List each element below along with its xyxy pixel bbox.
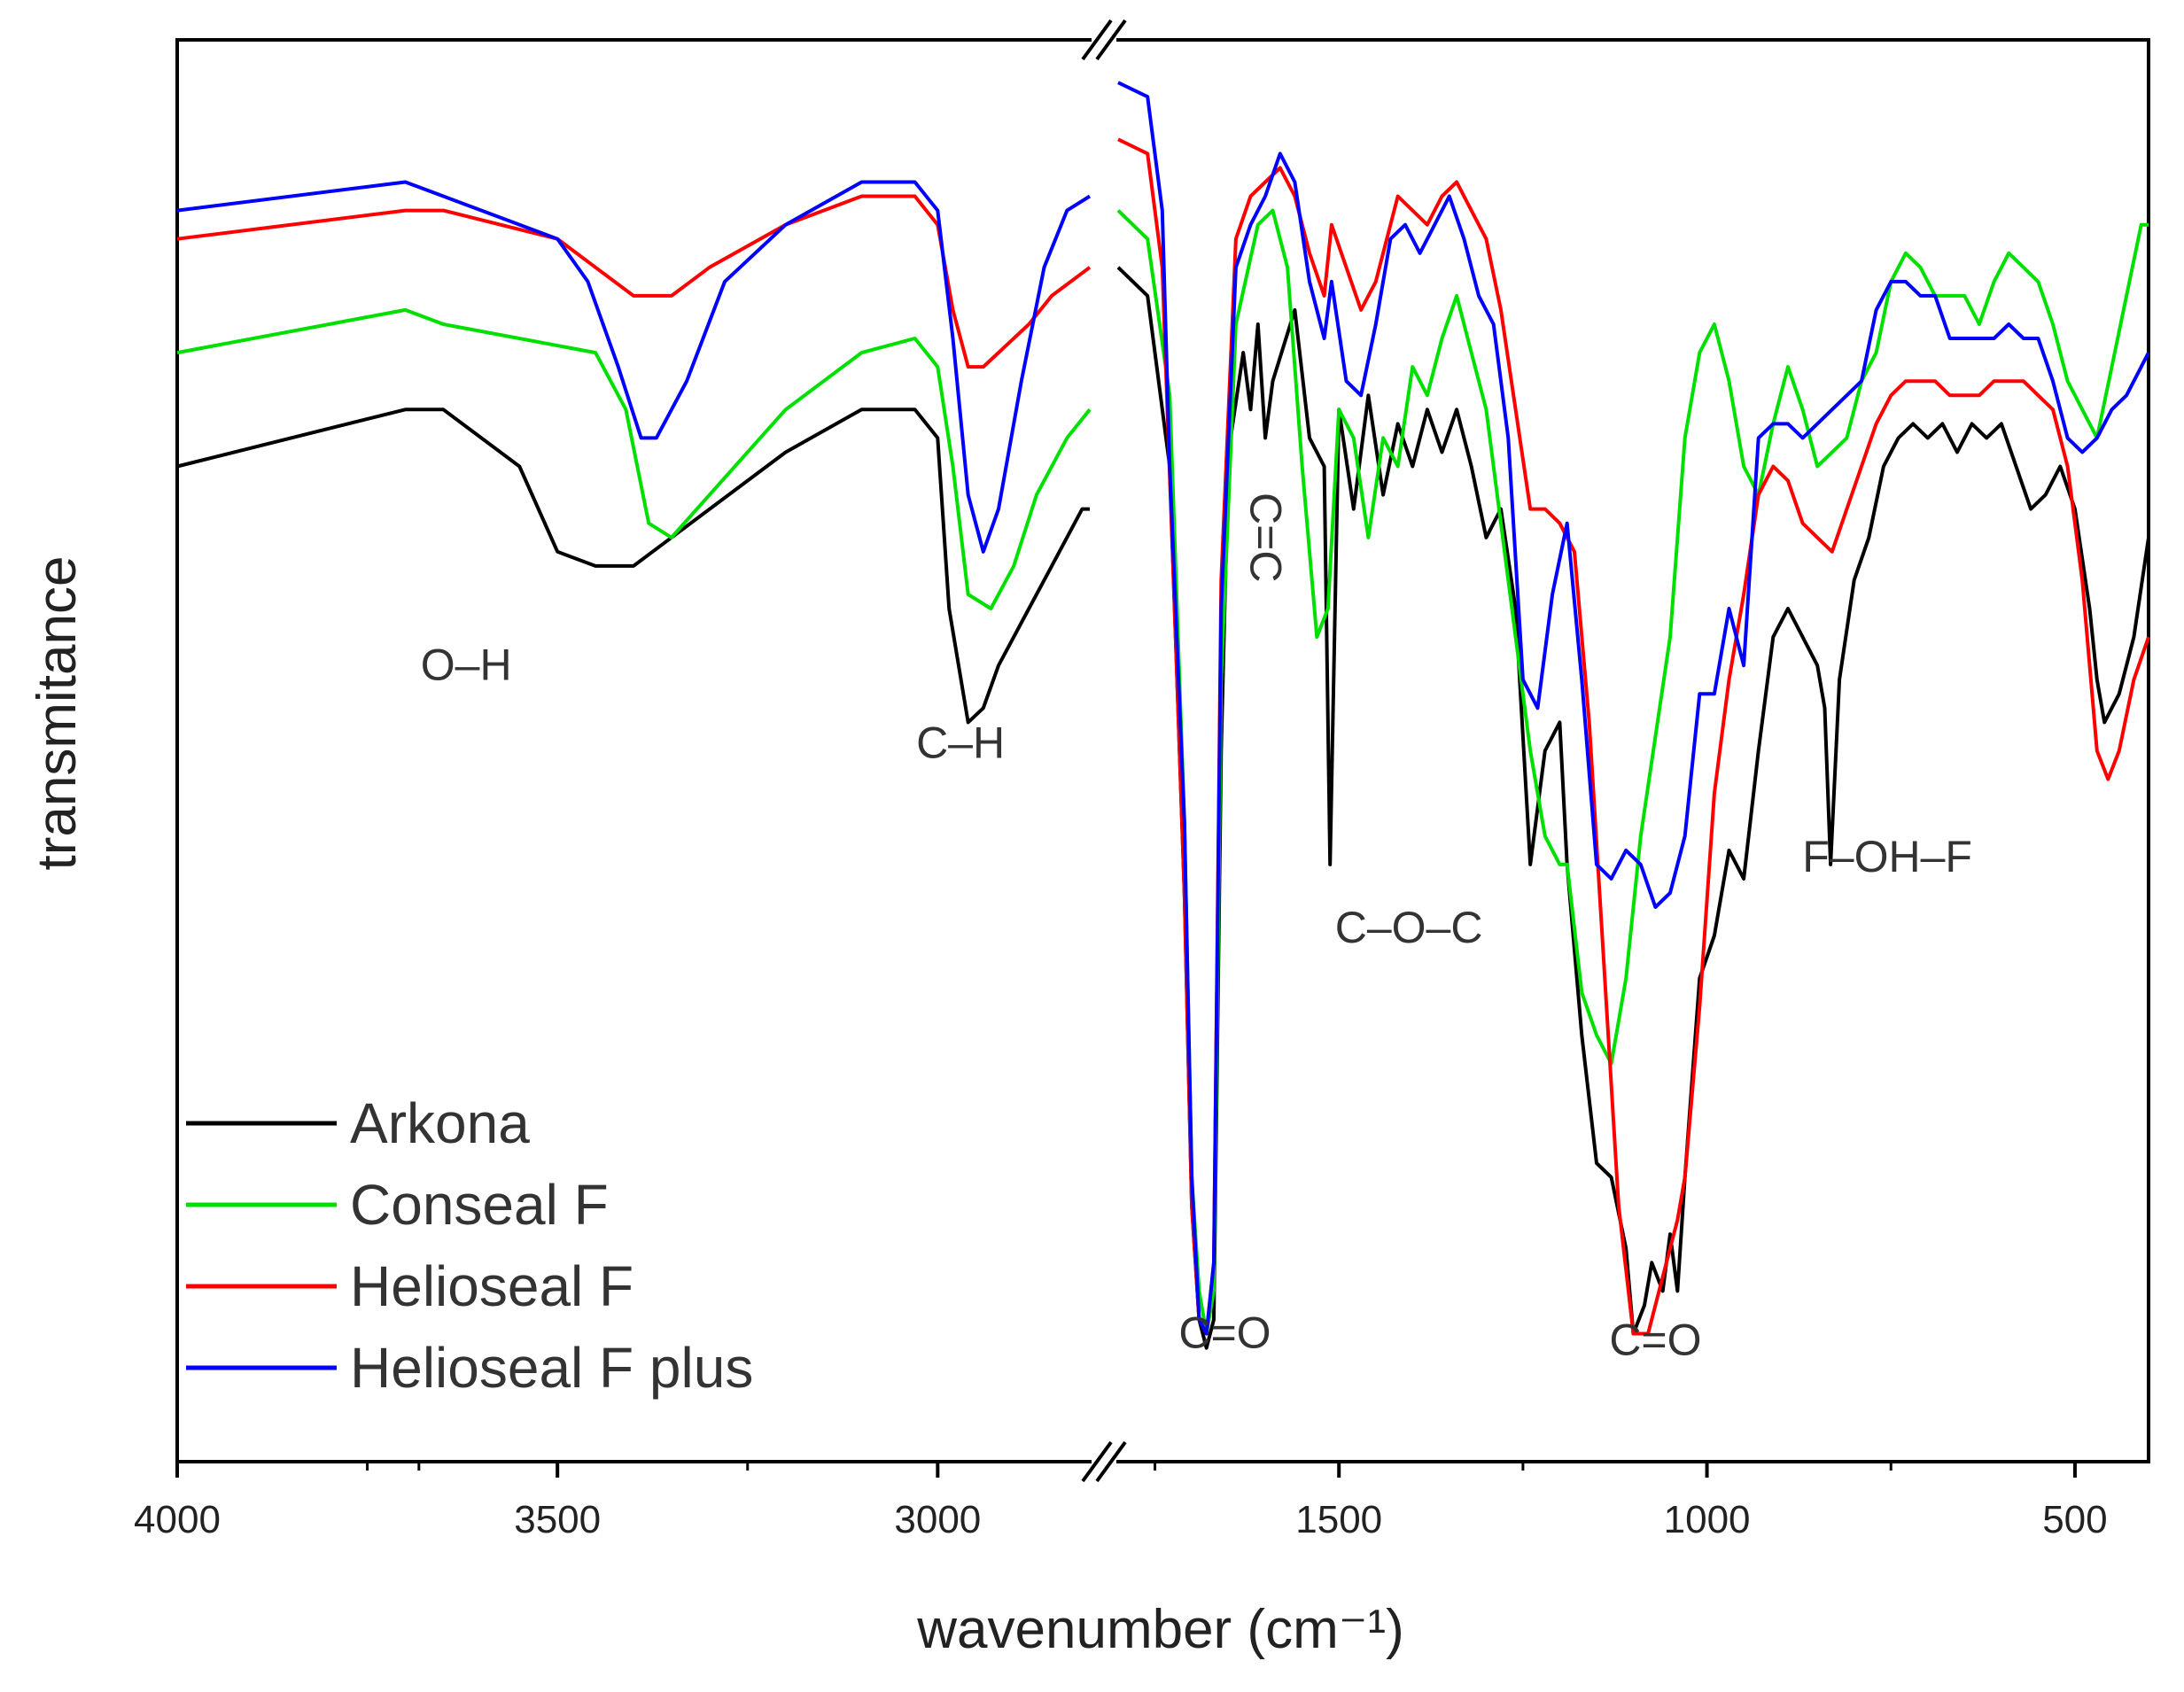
annotation-4: C–O–C (1335, 903, 1483, 952)
annotation-3: C=C (1241, 493, 1291, 582)
series-layer (176, 81, 2150, 1350)
x-tick-label-3500: 3500 (514, 1498, 601, 1541)
series-line-helioseal-f-plus-part-1 (176, 180, 1092, 554)
x-tick-label-1500: 1500 (1295, 1498, 1382, 1541)
series-line-arkona-part-1 (176, 407, 1090, 725)
annotation-7: C=O (1609, 1316, 1701, 1365)
x-tick-label-4000: 4000 (134, 1498, 221, 1541)
x-tick-label-500: 500 (2042, 1498, 2107, 1541)
legend-helioseal-f-label: Helioseal F (350, 1254, 633, 1318)
annotation-5: F–OH–F (1802, 832, 1972, 881)
axis-break-mark-bottom-2 (1095, 1440, 1127, 1483)
x-axis-title: wavenumber (cm⁻¹) (916, 1599, 1404, 1660)
plot-area-frame (175, 38, 2150, 1463)
series-line-conseal-f-part-2 (1116, 208, 2149, 1336)
peak-annotations: O–H C–H C=C C–O–C F–OH–F C=O C=O (421, 493, 1972, 1365)
series-line-helioseal-f-part-2 (1117, 137, 2150, 1336)
legend-conseal-f-label: Conseal F (350, 1173, 609, 1237)
axis-break-mark-top-1 (1081, 19, 1113, 61)
annotation-2: C–H (916, 718, 1005, 768)
axis-break-mark-bottom-1 (1081, 1440, 1113, 1483)
x-axis-ticks: 4000 3500 3000 1500 1000 500 (134, 1462, 2108, 1541)
annotation-6: C=O (1178, 1308, 1271, 1358)
series-line-conseal-f-part-1 (176, 307, 1092, 610)
annotation-1: O–H (421, 640, 512, 689)
legend-arkona-label: Arkona (350, 1091, 530, 1155)
legend-helioseal-f-plus-label: Helioseal F plus (350, 1336, 753, 1400)
axis-break-mark-top-2 (1095, 19, 1127, 61)
x-tick-label-3000: 3000 (894, 1498, 981, 1541)
y-axis-title: transmitance (27, 556, 88, 871)
x-tick-label-1000: 1000 (1664, 1498, 1751, 1541)
series-line-arkona-part-2 (1116, 266, 2150, 1350)
axis-break (1081, 19, 1127, 1483)
legend: Arkona Conseal F Helioseal F Helioseal F pl… (186, 1091, 753, 1400)
series-line-helioseal-f-plus-part-2 (1117, 81, 2150, 1336)
